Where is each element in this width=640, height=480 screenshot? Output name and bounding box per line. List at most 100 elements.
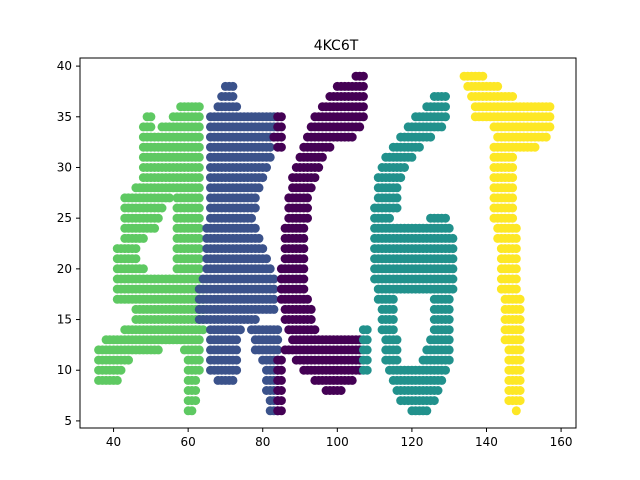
y-tick-label: 25 (57, 211, 72, 225)
data-point (511, 284, 521, 294)
data-point (194, 102, 204, 112)
data-point (303, 203, 312, 213)
data-point (276, 142, 286, 152)
data-point (191, 386, 201, 395)
data-point (515, 315, 525, 324)
data-point (448, 233, 458, 243)
data-point (511, 406, 521, 416)
data-point (153, 213, 163, 223)
data-point (310, 325, 320, 335)
data-point (146, 122, 156, 132)
data-point (194, 335, 204, 345)
x-tick-label: 80 (255, 435, 270, 449)
glyph-6-points (358, 92, 458, 416)
data-point (444, 304, 454, 314)
data-point (276, 112, 286, 122)
data-point (407, 152, 417, 162)
data-point (303, 294, 312, 304)
data-point (299, 264, 309, 274)
data-point (276, 375, 286, 385)
data-point (165, 193, 174, 203)
data-point (392, 345, 402, 355)
data-point (131, 254, 141, 264)
data-point (358, 102, 368, 112)
y-axis: 5 10 15 20 25 30 35 40 (57, 59, 80, 428)
data-point (191, 396, 201, 406)
data-point (262, 254, 271, 264)
data-point (392, 355, 402, 365)
data-point (388, 304, 398, 314)
data-point (358, 92, 368, 101)
data-point (299, 233, 309, 243)
data-point (400, 163, 409, 172)
x-tick-label: 40 (106, 435, 121, 449)
x-tick-label: 60 (181, 435, 196, 449)
data-point (508, 173, 518, 183)
data-point (448, 264, 458, 274)
data-point (254, 183, 264, 193)
data-point (269, 284, 279, 294)
data-point (508, 92, 518, 101)
data-point (146, 112, 156, 122)
data-point (414, 142, 424, 152)
data-point (299, 254, 309, 264)
data-point (228, 81, 238, 91)
x-tick-label: 160 (550, 435, 573, 449)
data-point (388, 294, 398, 304)
data-point (358, 71, 368, 81)
data-point (362, 355, 372, 365)
data-point (116, 365, 126, 375)
data-point (232, 102, 242, 112)
data-point (273, 345, 283, 355)
data-point (515, 345, 525, 355)
data-point (150, 223, 160, 233)
data-point (250, 193, 260, 203)
data-point (269, 304, 279, 314)
data-point (157, 203, 167, 213)
data-point (273, 335, 283, 345)
data-point (269, 294, 279, 304)
data-point (191, 375, 201, 385)
data-point (478, 71, 488, 81)
data-point (396, 173, 406, 183)
data-point (444, 315, 454, 324)
glyph-t-points (459, 71, 555, 416)
data-point (508, 193, 518, 203)
data-point (441, 112, 450, 122)
data-point (515, 396, 525, 406)
data-point (511, 264, 521, 274)
data-point (138, 233, 148, 243)
data-point (515, 355, 525, 365)
data-point (258, 244, 268, 254)
data-point (194, 163, 204, 172)
data-point (247, 213, 256, 223)
data-point (273, 325, 283, 335)
data-point (194, 233, 204, 243)
data-point (194, 213, 204, 223)
data-point (392, 335, 402, 345)
data-point (444, 223, 454, 233)
data-point (444, 345, 454, 355)
data-point (276, 132, 286, 142)
data-point (515, 365, 525, 375)
data-point (392, 183, 402, 193)
data-point (265, 152, 275, 162)
data-point (444, 294, 454, 304)
data-point (437, 122, 447, 132)
data-point (355, 122, 365, 132)
plot-frame (79, 57, 577, 429)
data-point (194, 183, 204, 193)
data-point (448, 244, 458, 254)
data-point (515, 294, 525, 304)
data-point (194, 122, 204, 132)
data-point (250, 315, 260, 324)
data-point (358, 81, 368, 91)
x-tick-label: 100 (326, 435, 349, 449)
data-point (515, 386, 525, 395)
data-point (437, 375, 447, 385)
data-point (276, 122, 286, 132)
data-point (194, 223, 204, 233)
data-point (441, 102, 450, 112)
data-point (306, 315, 316, 324)
